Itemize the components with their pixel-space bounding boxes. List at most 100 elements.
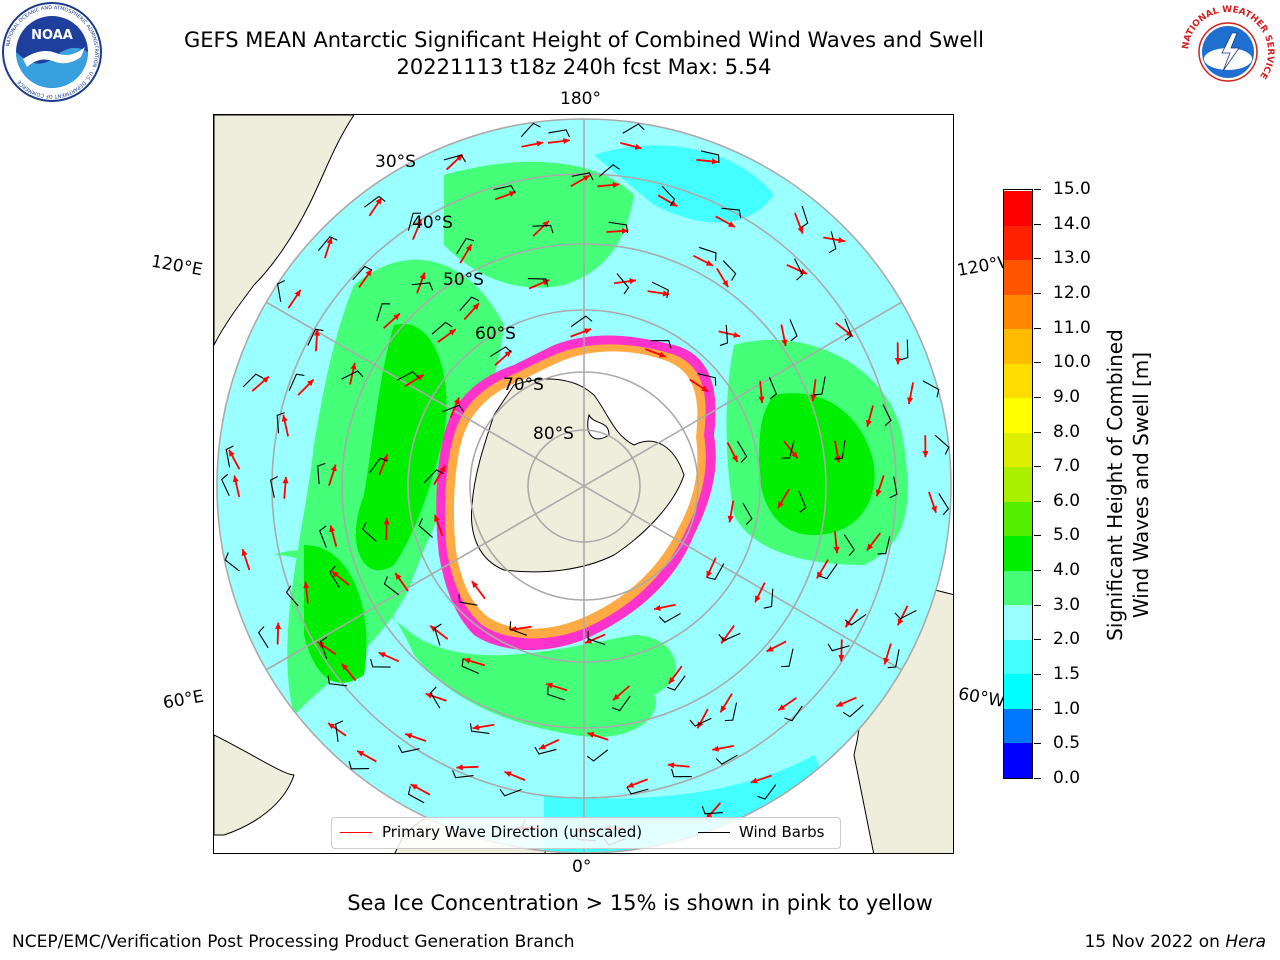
colorbar-segment: [1004, 328, 1032, 364]
wave-arrow-head: [563, 137, 570, 145]
colorbar-segment: [1004, 294, 1032, 330]
colorbar-segment: [1004, 570, 1032, 606]
lat-label-50s: 50°S: [443, 270, 484, 290]
wave-arrow-head: [833, 546, 840, 554]
wave-arrow-head: [439, 465, 446, 473]
wave-arrow-head: [720, 705, 727, 713]
wind-barb: [707, 563, 725, 580]
wind-barb: [844, 613, 867, 626]
wind-barb: [622, 123, 645, 134]
wind-barb: [834, 440, 846, 460]
wind-barb: [383, 576, 400, 596]
wind-barb: [452, 770, 474, 779]
wave-arrow-head: [383, 518, 390, 525]
wind-barb: [899, 339, 909, 361]
wind-barb: [423, 469, 444, 484]
colorbar-tick: [1034, 743, 1041, 745]
wind-barb: [352, 265, 373, 281]
wind-barb: [499, 788, 522, 797]
colorbar-tick: [1034, 396, 1041, 398]
wind-barb: [458, 594, 478, 606]
wind-barb: [722, 260, 737, 281]
wind-barb: [700, 150, 720, 163]
colorbar-tick-label: 5.0: [1053, 525, 1081, 546]
lat-label-30s: 30°S: [375, 152, 416, 172]
wind-barb: [718, 632, 741, 642]
colorbar-segment: [1004, 466, 1032, 502]
wind-barb: [571, 172, 594, 181]
wave-arrow-head: [897, 618, 904, 626]
wind-barb: [527, 278, 549, 287]
wind-barb: [794, 258, 804, 281]
wind-barb: [742, 502, 753, 525]
wind-barb: [548, 129, 571, 138]
wave-arrow-head: [612, 693, 620, 701]
lon-label-120e: 120°E: [149, 251, 205, 281]
wind-barb: [370, 658, 391, 668]
wind-barb: [396, 371, 419, 381]
wave-arrow-head: [331, 571, 339, 578]
colorbar-tick: [1034, 431, 1041, 433]
wave-arrow-head: [317, 641, 325, 648]
wind-barb: [819, 563, 838, 580]
wind-barb: [789, 319, 798, 342]
wave-arrow-head: [425, 692, 433, 699]
wave-arrow-head: [282, 476, 289, 484]
wind-barb: [842, 704, 864, 718]
wind-barb: [257, 626, 269, 649]
wave-arrow-head: [627, 782, 635, 788]
wind-barb: [724, 702, 738, 722]
wind-barb: [493, 185, 516, 194]
wind-barb: [547, 686, 565, 701]
wave-arrow-head: [733, 331, 741, 338]
colorbar-tick: [1034, 674, 1041, 676]
noaa-logo: NOAA NATIONAL OCEANIC AND ATMOSPHERIC AD…: [1, 1, 103, 103]
wave-arrow-head: [662, 290, 670, 297]
wave-arrow-head: [504, 771, 512, 778]
wind-barb: [877, 535, 891, 555]
wind-barb: [461, 658, 479, 674]
wave-arrow-head: [838, 237, 845, 244]
wave-arrow-head: [865, 419, 872, 427]
colorbar-segment: [1004, 673, 1032, 709]
wave-arrow-head: [262, 376, 269, 384]
wave-arrow-head: [395, 573, 402, 580]
wind-barb: [335, 720, 344, 742]
wave-arrow-head: [472, 724, 480, 731]
colorbar-segment: [1004, 432, 1032, 468]
wind-barb: [798, 490, 807, 513]
colorbar-tick-label: 9.0: [1053, 386, 1081, 407]
wind-barb: [369, 457, 388, 474]
wind-barb: [442, 404, 465, 413]
wave-arrow-head: [471, 581, 479, 589]
colorbar-segment: [1004, 708, 1032, 744]
footer-date-text: 15 Nov 2022 on: [1084, 932, 1226, 952]
wave-arrow-head: [705, 260, 713, 266]
lon-label-60w: 60°W: [956, 684, 1007, 712]
colorbar-tick-label: 13.0: [1053, 248, 1091, 269]
wind-barb: [341, 370, 364, 380]
wind-barb: [827, 643, 850, 652]
wave-arrow-head: [838, 655, 845, 662]
colorbar-tick-label: 15.0: [1053, 179, 1091, 199]
wind-barb: [269, 475, 278, 498]
wind-barb: [224, 552, 240, 572]
wind-barb: [781, 440, 795, 459]
wind-barb: [882, 404, 892, 427]
colorbar-tick-label: 12.0: [1053, 282, 1091, 303]
wind-barb: [307, 328, 324, 346]
wind-barb: [934, 434, 950, 455]
wave-arrow-head: [378, 652, 386, 658]
wave-arrow-head: [585, 637, 592, 644]
footer-credit: NCEP/EMC/Verification Post Processing Pr…: [12, 932, 575, 952]
lat-label-70s: 70°S: [503, 375, 544, 395]
wind-barb: [894, 610, 917, 620]
wave-arrow-head: [365, 269, 372, 277]
wave-arrow-head: [504, 350, 512, 358]
wave-arrow-head: [536, 140, 544, 147]
wind-barb: [651, 281, 669, 299]
wave-arrow-head: [419, 272, 426, 280]
wave-arrow-head: [281, 414, 288, 422]
wind-barb: [276, 280, 286, 302]
wind-barb: [429, 686, 441, 709]
